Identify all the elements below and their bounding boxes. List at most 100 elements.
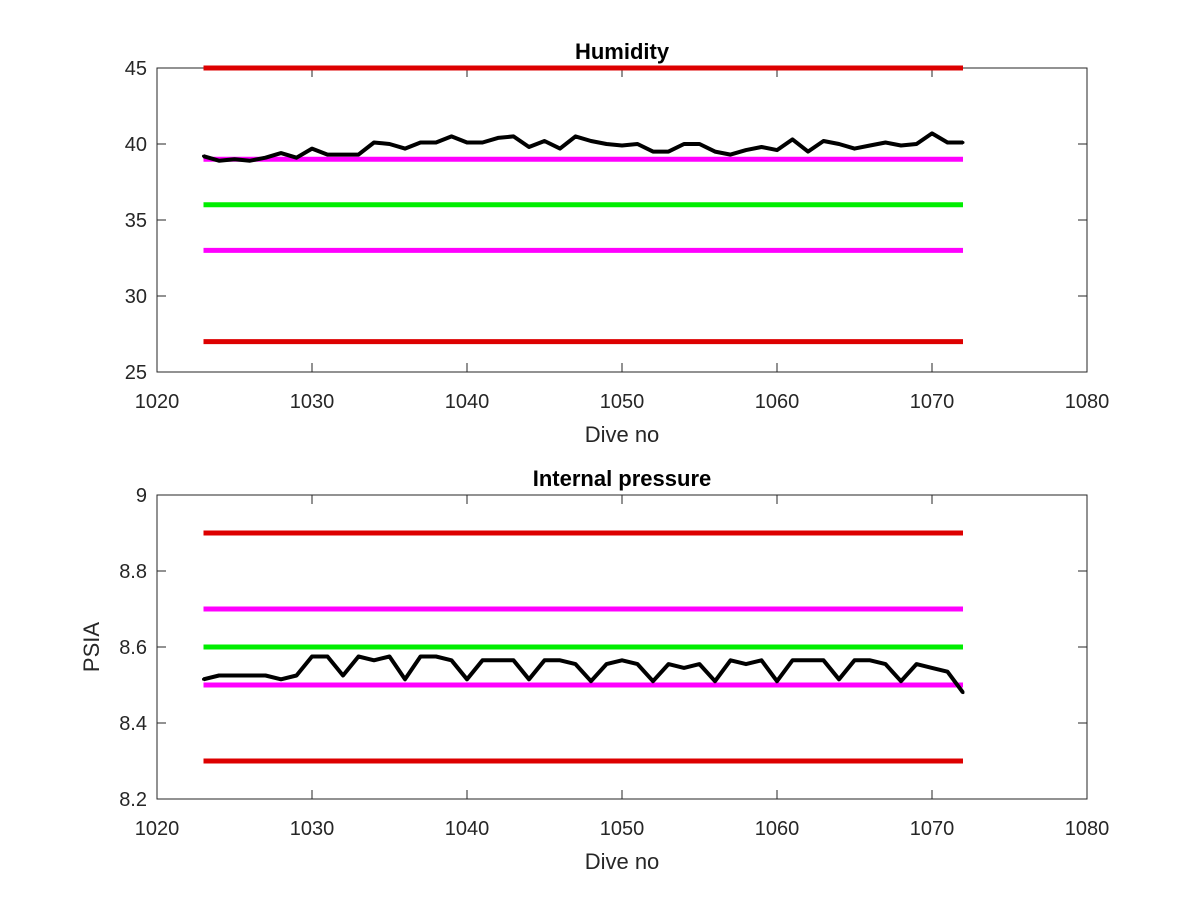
data-point xyxy=(853,147,856,151)
y-tick-label: 30 xyxy=(125,286,147,308)
x-tick-label: 1040 xyxy=(445,818,490,840)
data-point xyxy=(326,153,329,157)
data-point xyxy=(450,658,453,662)
data-point xyxy=(636,662,639,666)
data-point xyxy=(217,159,221,163)
data-point xyxy=(589,679,593,683)
data-point xyxy=(310,147,314,151)
chart-panel-1: 1020 1030 1040 1050 1060 1070 1080 25 30 35 40 45 Hu… xyxy=(125,39,1110,447)
data-point xyxy=(512,658,515,662)
data-point xyxy=(729,658,732,662)
chart-title: Internal pressure xyxy=(533,466,712,491)
x-tick-label: 1080 xyxy=(1065,818,1110,840)
data-point xyxy=(744,148,748,152)
data-point xyxy=(434,655,438,658)
data-point xyxy=(388,655,391,658)
data-point xyxy=(791,137,794,141)
y-tick-label: 35 xyxy=(125,210,147,232)
data-point xyxy=(310,655,314,658)
data-point xyxy=(574,662,577,666)
y-tick-label: 25 xyxy=(125,362,147,384)
data-point xyxy=(884,662,887,666)
x-tick-label: 1080 xyxy=(1065,391,1110,413)
data-point xyxy=(202,154,205,158)
data-point xyxy=(651,150,655,154)
data-point xyxy=(341,153,345,157)
data-point xyxy=(698,142,701,146)
data-point xyxy=(279,677,283,681)
data-point xyxy=(295,674,298,677)
data-point xyxy=(915,662,918,666)
data-point xyxy=(822,139,825,143)
x-tick-label: 1050 xyxy=(600,391,645,413)
data-point xyxy=(543,139,546,143)
x-tick-label: 1030 xyxy=(290,391,335,413)
data-point xyxy=(357,153,360,157)
data-point xyxy=(899,144,903,148)
data-point xyxy=(496,658,500,662)
data-point xyxy=(434,140,438,144)
data-point xyxy=(605,662,608,666)
data-point xyxy=(450,134,453,138)
data-point xyxy=(620,658,624,662)
data-series-line xyxy=(202,131,963,163)
y-tick-label: 9 xyxy=(136,485,147,507)
data-point xyxy=(605,142,608,146)
data-point xyxy=(295,156,298,160)
x-tick-label: 1070 xyxy=(910,818,955,840)
data-point xyxy=(527,145,531,149)
data-point xyxy=(822,658,825,662)
data-point xyxy=(868,144,872,148)
data-point xyxy=(760,658,763,662)
data-point xyxy=(512,134,515,138)
data-point xyxy=(806,658,810,662)
data-point xyxy=(930,131,934,135)
data-point xyxy=(791,658,794,662)
data-point xyxy=(915,142,918,146)
data-point xyxy=(961,691,965,695)
data-point xyxy=(217,674,221,677)
data-point xyxy=(481,140,484,144)
data-point xyxy=(946,140,949,144)
data-point xyxy=(682,666,686,670)
data-point xyxy=(667,150,670,154)
data-point xyxy=(248,159,252,163)
data-point xyxy=(202,677,205,681)
data-point xyxy=(698,662,701,666)
y-axis-label: PSIA xyxy=(79,622,104,672)
data-point xyxy=(961,140,965,144)
data-point xyxy=(837,142,841,146)
x-tick-label: 1040 xyxy=(445,391,490,413)
data-point xyxy=(372,658,376,662)
chart-title: Humidity xyxy=(575,39,670,64)
x-tick-label: 1060 xyxy=(755,818,800,840)
data-point xyxy=(729,153,732,157)
data-point xyxy=(806,150,810,154)
data-point xyxy=(419,140,422,144)
data-point xyxy=(744,662,748,666)
data-point xyxy=(868,658,872,662)
data-point xyxy=(930,666,934,670)
data-point xyxy=(667,662,670,666)
x-axis-label: Dive no xyxy=(585,422,660,447)
data-point xyxy=(388,142,391,146)
data-point xyxy=(481,658,484,662)
data-point xyxy=(372,140,376,144)
data-point xyxy=(403,677,407,681)
y-tick-label: 45 xyxy=(125,58,147,80)
data-point xyxy=(496,136,500,140)
data-point xyxy=(574,134,577,138)
data-point xyxy=(248,674,252,677)
y-tick-label: 8.2 xyxy=(119,789,147,811)
x-tick-label: 1060 xyxy=(755,391,800,413)
data-point xyxy=(558,658,562,662)
data-point xyxy=(264,156,267,160)
data-point xyxy=(775,148,779,152)
data-point xyxy=(853,658,856,662)
x-tick-label: 1050 xyxy=(600,818,645,840)
data-point xyxy=(326,655,329,658)
data-point xyxy=(357,655,360,658)
x-axis-label: Dive no xyxy=(585,849,660,874)
data-point xyxy=(279,151,283,155)
